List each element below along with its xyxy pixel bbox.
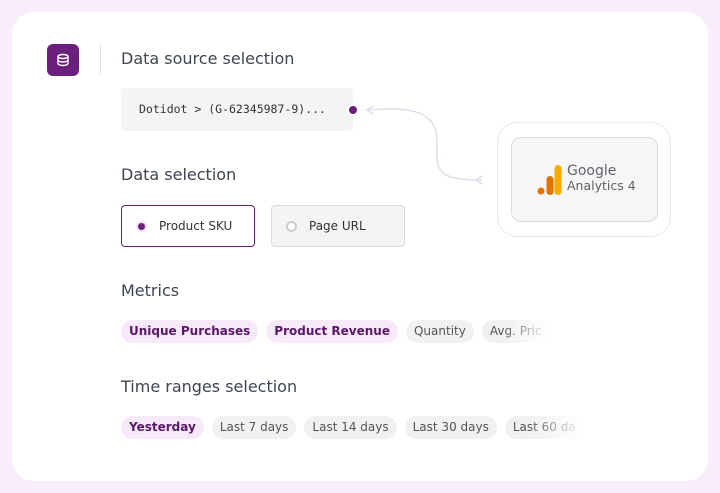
divider bbox=[100, 44, 101, 74]
chip[interactable]: Unique Purchases bbox=[121, 320, 259, 343]
section-title: Data source selection bbox=[121, 49, 295, 68]
card: Data source selection Dotidot > (G-62345… bbox=[12, 12, 708, 481]
chip[interactable]: Last 7 days bbox=[211, 416, 297, 439]
ga-product: Analytics 4 bbox=[567, 178, 636, 193]
connector-dot bbox=[347, 104, 359, 116]
source-field[interactable]: Dotidot > (G-62345987-9)... bbox=[121, 88, 353, 131]
integration-card: Google Analytics 4 bbox=[497, 122, 671, 237]
radio-option[interactable]: Product SKU bbox=[121, 205, 255, 247]
radio bbox=[136, 221, 147, 232]
arrowheads bbox=[365, 105, 483, 185]
ga-logo: Google Analytics 4 bbox=[511, 137, 658, 222]
connector-line bbox=[367, 108, 483, 181]
chip[interactable]: Quantity bbox=[405, 320, 474, 343]
section-title: Time ranges selection bbox=[121, 377, 298, 396]
ga-bars bbox=[537, 165, 562, 195]
radio-option[interactable]: Page URL bbox=[271, 205, 405, 247]
icon bbox=[57, 53, 69, 67]
connector bbox=[347, 104, 483, 185]
time-chips: Yesterday Last 7 days Last 14 days Last 30 … bbox=[121, 416, 584, 439]
chip[interactable]: Avg. Pric bbox=[481, 320, 550, 343]
chip[interactable]: Product Revenue bbox=[266, 320, 398, 343]
metric-chips: Unique Purchases Product Revenue Quantity A… bbox=[121, 320, 550, 343]
chip[interactable]: Yesterday bbox=[121, 416, 204, 439]
chip[interactable]: Last 30 days bbox=[404, 416, 497, 439]
ga-brand: Google bbox=[567, 163, 617, 179]
radio bbox=[286, 221, 297, 232]
option-label: Page URL bbox=[309, 219, 366, 233]
section-title: Metrics bbox=[121, 281, 180, 300]
section-title: Data selection bbox=[121, 165, 237, 184]
database-icon bbox=[47, 44, 79, 76]
chip[interactable]: Last 60 da bbox=[504, 416, 584, 439]
chip[interactable]: Last 14 days bbox=[304, 416, 397, 439]
option-label: Product SKU bbox=[159, 219, 233, 233]
